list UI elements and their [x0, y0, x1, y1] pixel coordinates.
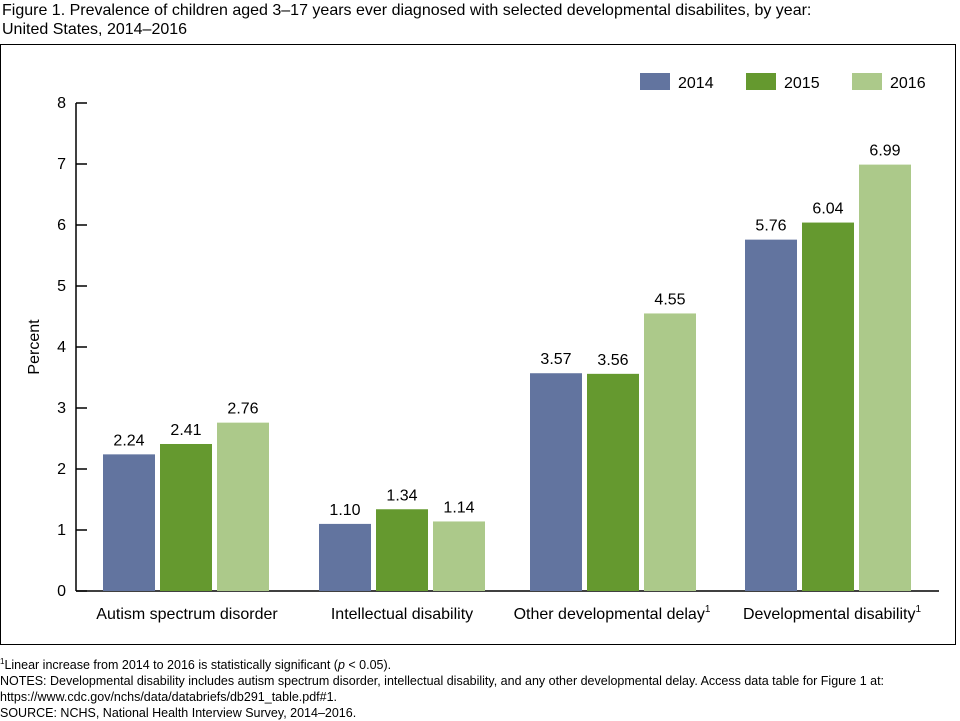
category-label: Intellectual disability: [331, 606, 473, 623]
bar-value-label: 6.04: [812, 201, 843, 218]
legend-swatch-2014: [640, 73, 670, 90]
bar-value-label: 3.56: [597, 352, 628, 369]
footnote-1: 1Linear increase from 2014 to 2016 is st…: [0, 656, 392, 672]
figure-notes: 1Linear increase from 2014 to 2016 is st…: [0, 657, 956, 721]
figure-title-line-1: Figure 1. Prevalence of children aged 3–…: [2, 2, 812, 19]
data-table-link[interactable]: https://www.cdc.gov/nchs/data/databriefs…: [0, 690, 338, 704]
bar-value-label: 2.76: [227, 401, 258, 418]
bar-2016-1: [433, 521, 485, 591]
y-tick-label: 1: [57, 522, 66, 539]
bar-value-label: 1.10: [329, 502, 360, 519]
y-tick-label: 7: [57, 156, 66, 173]
y-tick-label: 4: [57, 339, 66, 356]
notes-text: NOTES: Developmental disability includes…: [0, 674, 885, 688]
category-label: Developmental disability1: [743, 604, 922, 623]
y-tick-label: 6: [57, 217, 66, 234]
footnote-marker: 1: [0, 656, 5, 666]
bar-2014-3: [745, 239, 797, 591]
bar-2014-0: [103, 454, 155, 591]
category-label: Other developmental delay1: [514, 604, 711, 623]
bar-value-label: 5.76: [755, 218, 786, 235]
bar-2015-1: [376, 509, 428, 591]
bar-2015-2: [587, 373, 639, 591]
legend-label-2015: 2015: [784, 75, 820, 92]
legend-label-2014: 2014: [678, 75, 714, 92]
category-label: Autism spectrum disorder: [96, 606, 278, 623]
chart-frame: 0 1 2 3 4 5 6 7 8 Percent 2.24 1.10 3.57 5.76 2.41 1.34…: [0, 44, 956, 645]
bar-2014-2: [530, 373, 582, 591]
bar-2014-1: [319, 523, 371, 591]
y-tick-label: 2: [57, 461, 66, 478]
bar-value-label: 1.14: [443, 499, 474, 516]
bar-chart: 0 1 2 3 4 5 6 7 8 Percent 2.24 1.10 3.57 5.76 2.41 1.34…: [26, 73, 939, 623]
y-tick-label: 8: [57, 95, 66, 112]
bar-value-label: 4.55: [654, 291, 685, 308]
bar-value-label: 6.99: [869, 143, 900, 160]
legend-swatch-2015: [746, 73, 776, 90]
bar-2015-3: [802, 222, 854, 591]
bar-value-label: 1.34: [386, 487, 417, 504]
y-tick-label: 0: [57, 583, 66, 600]
bar-2015-0: [160, 443, 212, 591]
bar-2016-2: [644, 313, 696, 591]
figure-title-line-2: United States, 2014–2016: [2, 21, 188, 38]
source-text: SOURCE: NCHS, National Health Interview …: [0, 706, 357, 720]
y-axis-title: Percent: [26, 319, 43, 375]
bar-2016-3: [859, 164, 911, 592]
bar-value-label: 2.41: [170, 422, 201, 439]
y-tick-label: 5: [57, 278, 66, 295]
figure-title: Figure 1. Prevalence of children aged 3–…: [2, 1, 952, 39]
y-tick-label: 3: [57, 400, 66, 417]
bar-value-label: 2.24: [113, 432, 144, 449]
bar-value-label: 3.57: [540, 351, 571, 368]
legend-swatch-2016: [852, 73, 882, 90]
bar-2016-0: [217, 422, 269, 591]
legend-label-2016: 2016: [890, 75, 926, 92]
